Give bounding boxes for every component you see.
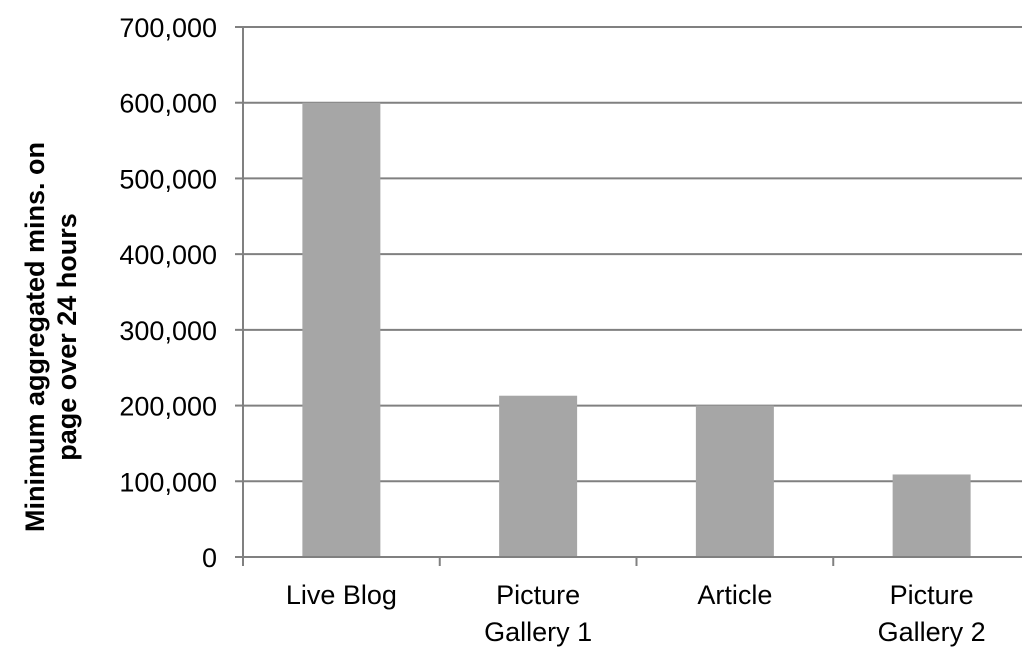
y-tick-label: 500,000 [119,164,217,194]
y-axis-title-text: Minimum aggregated mins. onpage over 24 … [20,142,82,532]
x-tick-label: Article [697,580,772,610]
bar-live-blog [302,102,381,557]
y-tick-label: 700,000 [119,13,217,43]
y-tick-label: 300,000 [119,316,217,346]
bar-picture-gallery-2 [892,474,971,557]
x-tick-label-line: Article [697,580,772,610]
y-tick-label: 400,000 [119,240,217,270]
y-axis-title-line: page over 24 hours [52,213,82,461]
bar-article [695,405,774,557]
x-tick-label-line: Live Blog [286,580,397,610]
x-tick-label-line: Gallery 1 [484,617,592,647]
x-tick-label: Picture Gallery 2 [878,580,986,647]
y-tick-label: 600,000 [119,89,217,119]
x-tick-label-line: Picture [496,580,580,610]
y-tick-labels: 0 100,000 200,000 300,000 400,000 500,000 600,… [119,13,217,573]
x-tick-labels: Live Blog Picture Gallery 1 Article Picture G… [286,580,986,647]
y-axis-title: Minimum aggregated mins. onpage over 24 … [20,142,82,532]
x-tick-label-line: Picture [890,580,974,610]
x-tick-label: Live Blog [286,580,397,610]
x-tick-label: Picture Gallery 1 [484,580,592,647]
y-tick-label: 200,000 [119,392,217,422]
y-axis-title-line: Minimum aggregated mins. on [20,142,50,532]
y-tick-label: 100,000 [119,467,217,497]
y-tick-label: 0 [202,543,217,573]
bar-picture-gallery-1 [499,395,578,557]
x-tick-label-line: Gallery 2 [878,617,986,647]
axes [235,26,1022,566]
bars [302,102,971,557]
